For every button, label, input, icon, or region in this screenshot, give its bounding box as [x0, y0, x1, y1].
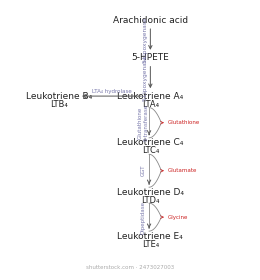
Text: Glycine: Glycine [168, 214, 188, 220]
Text: Dipeptidase: Dipeptidase [141, 200, 146, 234]
Text: LTB₄: LTB₄ [50, 100, 68, 109]
Text: Glutathione: Glutathione [168, 120, 200, 125]
Text: Leukotriene A₄: Leukotriene A₄ [117, 92, 184, 101]
Text: shutterstock.com · 2473027003: shutterstock.com · 2473027003 [86, 265, 174, 270]
Text: 5-Lipoxygenase: 5-Lipoxygenase [143, 16, 148, 63]
Text: 5-HPETE: 5-HPETE [132, 53, 169, 62]
Text: Leukotriene E₄: Leukotriene E₄ [118, 232, 183, 241]
Text: Leukotriene C₄: Leukotriene C₄ [117, 138, 184, 147]
Text: Glutamate: Glutamate [168, 168, 198, 173]
Text: LTD₄: LTD₄ [141, 196, 160, 205]
Text: LTA₄: LTA₄ [142, 100, 159, 109]
Text: LTC₄: LTC₄ [142, 146, 159, 155]
Text: LTE₄: LTE₄ [142, 240, 159, 249]
Text: LTA₄ hydrolase: LTA₄ hydrolase [92, 89, 131, 94]
Text: Leukotriene D₄: Leukotriene D₄ [117, 188, 184, 197]
Text: 5-Lipoxygenase: 5-Lipoxygenase [143, 54, 148, 101]
Text: Glutathione
S-transferase: Glutathione S-transferase [138, 104, 149, 141]
Text: Arachidonic acid: Arachidonic acid [113, 16, 188, 25]
Text: Leukotriene B₄: Leukotriene B₄ [26, 92, 92, 101]
Text: GGT: GGT [141, 165, 146, 176]
